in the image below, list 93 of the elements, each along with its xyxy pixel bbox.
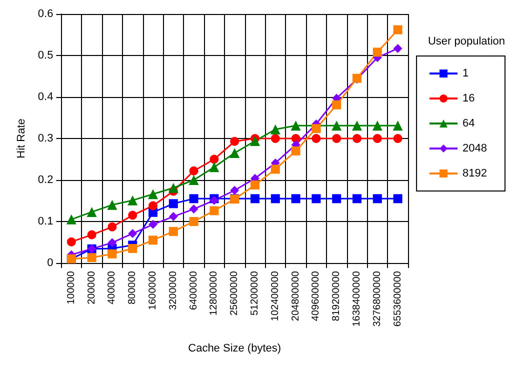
point	[189, 166, 198, 176]
point	[332, 120, 342, 131]
point	[209, 162, 220, 172]
y-tick-label: 0	[47, 257, 54, 269]
point	[270, 134, 280, 143]
point	[210, 206, 219, 216]
point	[332, 134, 342, 143]
x-tick-label: 25600000	[229, 270, 240, 316]
legend-label: 1	[462, 68, 469, 80]
x-tick-label: 204800000	[290, 270, 302, 322]
point	[86, 206, 97, 217]
y-tick-label: 0.5	[38, 50, 54, 62]
x-tick-label: 1600000	[147, 270, 158, 310]
point	[332, 100, 342, 110]
point	[189, 217, 198, 226]
point	[393, 134, 402, 143]
point	[250, 136, 260, 146]
point	[128, 210, 138, 220]
point	[128, 195, 138, 206]
point	[148, 220, 158, 229]
point	[250, 194, 260, 204]
point	[189, 204, 198, 214]
point	[372, 120, 382, 131]
point	[393, 44, 402, 53]
point	[372, 48, 382, 57]
x-tick-label: 102400000	[270, 270, 281, 322]
point	[108, 249, 117, 258]
x-tick-label: 3200000	[168, 270, 179, 310]
point	[148, 189, 158, 200]
point	[168, 212, 178, 222]
point	[270, 164, 280, 174]
point	[393, 25, 402, 34]
point	[108, 238, 117, 248]
point	[148, 201, 158, 210]
point	[108, 222, 117, 232]
y-tick-label: 0.1	[38, 216, 54, 228]
point	[66, 214, 76, 224]
point	[87, 253, 96, 262]
x-tick-label: 51200000	[249, 270, 260, 316]
point	[352, 134, 362, 143]
legend-title: User population	[428, 36, 506, 48]
x-tick-label: 6553600000	[392, 270, 404, 327]
point	[332, 194, 342, 204]
point	[168, 226, 178, 236]
y-tick-label: 0.3	[38, 132, 54, 144]
point	[270, 194, 280, 204]
point	[290, 120, 301, 131]
point	[352, 194, 362, 204]
point	[188, 175, 199, 185]
y-tick-label: 0.2	[38, 174, 54, 186]
y-tick-label: 0.4	[38, 91, 54, 103]
point	[210, 154, 219, 164]
point	[250, 180, 260, 190]
point	[372, 194, 382, 204]
point	[393, 194, 402, 204]
x-axis-title: Cache Size (bytes)	[188, 342, 282, 354]
point	[230, 148, 240, 158]
legend-label: 8192	[462, 168, 488, 180]
point	[168, 199, 178, 208]
point	[168, 182, 178, 193]
x-tick-label: 800000	[127, 270, 138, 304]
point	[189, 194, 198, 204]
x-tick-label: 6400000	[188, 270, 200, 310]
point	[312, 124, 321, 134]
point	[148, 236, 158, 245]
point	[270, 124, 280, 134]
legend-label: 64	[462, 118, 475, 130]
point	[352, 120, 362, 131]
x-tick-label: 400000	[106, 270, 118, 304]
point	[291, 194, 300, 204]
point	[392, 120, 403, 131]
x-tick-label: 200000	[86, 270, 98, 304]
point	[87, 230, 96, 240]
point	[372, 134, 382, 143]
x-tick-label: 819200000	[331, 270, 342, 322]
point	[66, 237, 76, 246]
point	[107, 200, 118, 210]
point	[291, 146, 300, 156]
x-tick-label: 3276800000	[372, 270, 383, 327]
point	[230, 186, 240, 195]
point	[230, 136, 240, 146]
legend-label: 2048	[462, 142, 488, 154]
x-tick-label: 100000	[66, 270, 77, 304]
point	[312, 194, 321, 204]
point	[312, 134, 321, 143]
point	[128, 229, 138, 238]
y-tick-label: 0.6	[38, 8, 54, 20]
y-axis-title: Hit Rate	[16, 118, 28, 158]
x-tick-label: 12800000	[208, 270, 220, 316]
x-tick-label: 409600000	[310, 270, 322, 322]
point	[128, 244, 138, 253]
legend-label: 16	[462, 92, 475, 104]
x-tick-label: 1638400000	[352, 270, 362, 327]
